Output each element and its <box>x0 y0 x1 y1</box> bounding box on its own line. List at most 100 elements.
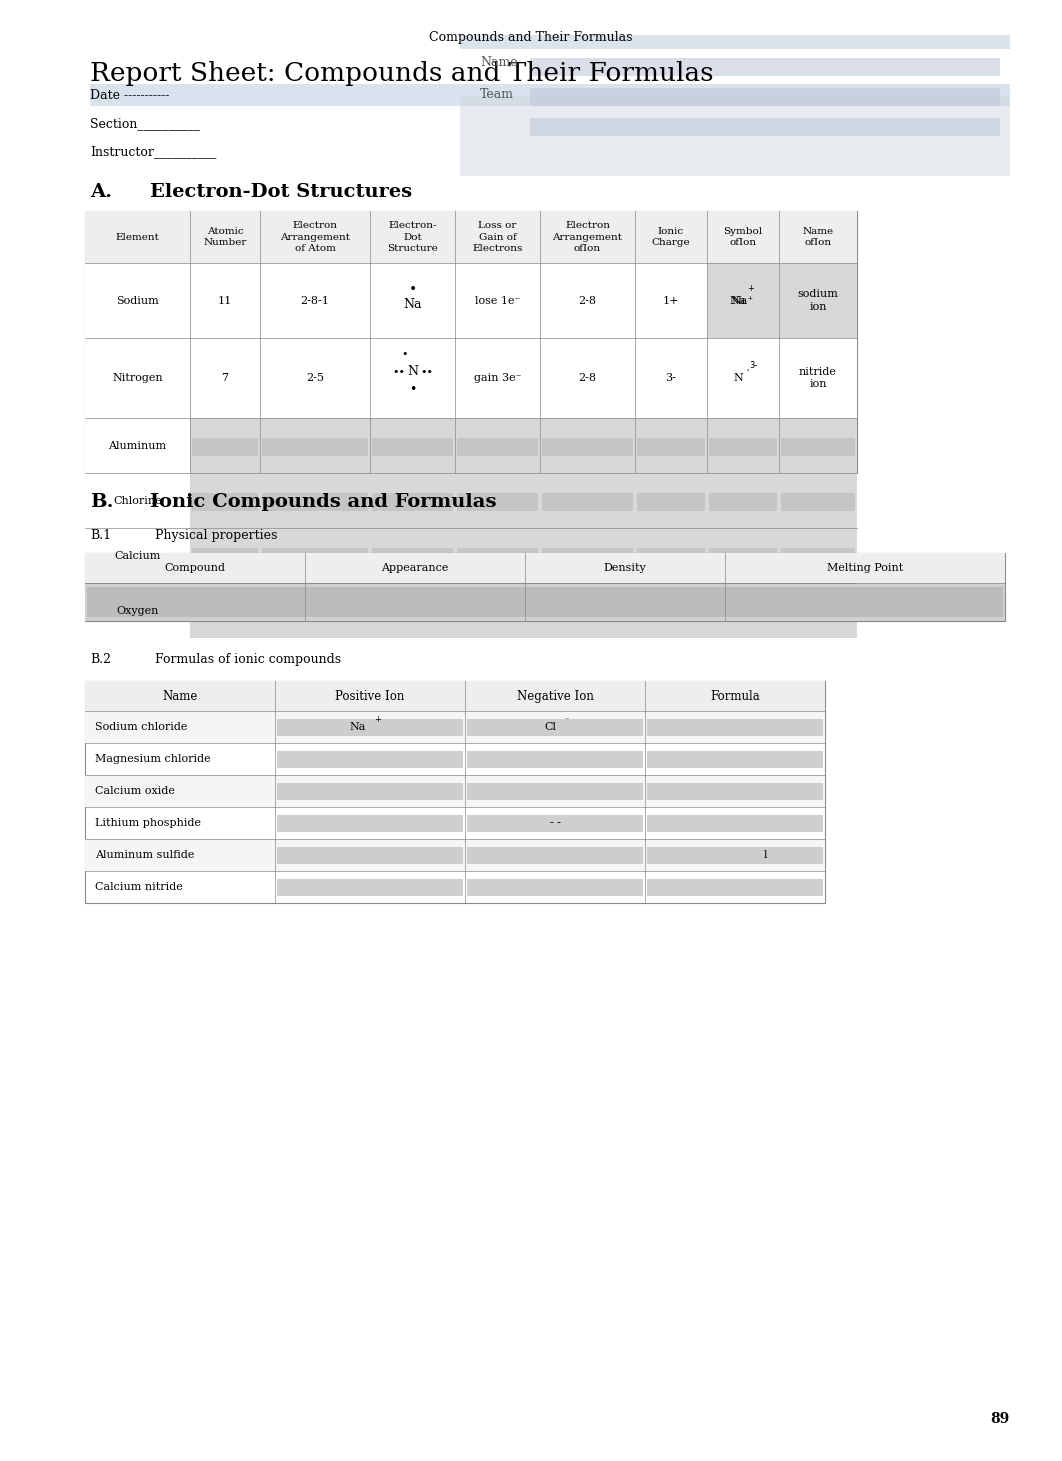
Bar <box>539 473 635 527</box>
Bar <box>262 602 369 621</box>
Bar <box>781 437 855 456</box>
Bar <box>372 602 453 621</box>
Bar <box>370 337 455 418</box>
Bar <box>647 783 823 801</box>
Bar <box>190 473 260 527</box>
Bar <box>780 418 857 473</box>
Bar <box>262 548 369 565</box>
Bar <box>277 751 463 768</box>
Bar <box>455 263 539 337</box>
Text: Nitrogen: Nitrogen <box>113 373 162 383</box>
Text: Formula: Formula <box>710 690 760 703</box>
Text: ••: •• <box>392 367 405 377</box>
Text: N: N <box>407 365 418 378</box>
Text: •: • <box>401 349 408 358</box>
Bar <box>635 418 707 473</box>
Bar <box>457 492 538 510</box>
Text: Sodium chloride: Sodium chloride <box>95 722 187 732</box>
Bar <box>277 783 463 801</box>
Bar <box>637 602 705 621</box>
Text: ': ' <box>746 368 748 377</box>
Text: 1+: 1+ <box>663 295 680 305</box>
Bar <box>707 527 780 583</box>
Bar <box>467 815 643 831</box>
Bar <box>530 118 1000 136</box>
Bar <box>542 492 633 510</box>
Bar <box>85 712 825 744</box>
Text: Symbol
ofIon: Symbol ofIon <box>723 226 763 247</box>
Text: B.1: B.1 <box>90 529 112 542</box>
Text: Oxygen: Oxygen <box>117 605 158 615</box>
Text: Calcium: Calcium <box>115 551 160 561</box>
Bar <box>635 473 707 527</box>
Bar <box>277 719 463 736</box>
Bar <box>85 583 1005 621</box>
Bar <box>709 548 777 565</box>
Bar <box>85 418 190 473</box>
Text: 3-: 3- <box>666 373 676 383</box>
Text: Lithium phosphide: Lithium phosphide <box>95 818 201 828</box>
Bar <box>370 473 455 527</box>
Bar <box>707 418 780 473</box>
Text: Team: Team <box>480 88 514 101</box>
Bar <box>635 527 707 583</box>
Bar <box>190 527 260 583</box>
Text: Formulas of ionic compounds: Formulas of ionic compounds <box>155 653 341 666</box>
Bar <box>277 847 463 863</box>
Bar <box>85 527 190 583</box>
Bar <box>457 602 538 621</box>
Text: Aluminum: Aluminum <box>108 441 167 450</box>
Bar <box>780 473 857 527</box>
Bar <box>457 548 538 565</box>
Bar <box>539 263 635 337</box>
Bar <box>262 437 369 456</box>
Text: Element: Element <box>116 232 159 241</box>
Text: Electron-
Dot
Structure: Electron- Dot Structure <box>388 222 438 253</box>
Text: Appearance: Appearance <box>381 562 448 573</box>
Bar <box>85 337 190 418</box>
Text: Ionic
Charge: Ionic Charge <box>652 226 690 247</box>
Text: Na: Na <box>404 298 422 311</box>
Text: 2-8: 2-8 <box>579 373 597 383</box>
Text: Sodium: Sodium <box>116 295 159 305</box>
Bar <box>637 437 705 456</box>
Bar <box>460 96 1010 175</box>
Bar <box>781 492 855 510</box>
Bar <box>457 437 538 456</box>
Text: - -: - - <box>549 818 561 828</box>
Text: B.2: B.2 <box>90 653 112 666</box>
Text: 11: 11 <box>218 295 233 305</box>
Bar <box>707 583 780 638</box>
Bar <box>260 583 370 638</box>
Bar <box>90 83 1010 107</box>
Bar <box>85 263 190 337</box>
Bar <box>467 880 643 896</box>
Text: Report Sheet: Compounds and Their Formulas: Report Sheet: Compounds and Their Formul… <box>90 61 714 86</box>
Bar <box>455 583 539 638</box>
Text: Electron-Dot Structures: Electron-Dot Structures <box>150 183 412 202</box>
Bar <box>647 719 823 736</box>
Text: sodium
ion: sodium ion <box>798 289 838 311</box>
Bar <box>85 554 1005 621</box>
Bar <box>190 418 260 473</box>
Bar <box>780 263 857 337</box>
Bar <box>647 751 823 768</box>
Text: 89: 89 <box>991 1411 1010 1426</box>
Bar <box>780 527 857 583</box>
Bar <box>262 492 369 510</box>
Bar <box>635 263 707 337</box>
Text: Compounds and Their Formulas: Compounds and Their Formulas <box>429 31 633 44</box>
Bar <box>530 88 1000 107</box>
Text: B.: B. <box>90 492 114 511</box>
Bar <box>637 548 705 565</box>
Bar <box>455 527 539 583</box>
Text: Na: Na <box>730 295 747 305</box>
Bar <box>542 602 633 621</box>
Bar <box>455 473 539 527</box>
Bar <box>467 847 643 863</box>
Text: +: + <box>748 283 754 294</box>
Bar <box>637 492 705 510</box>
Text: •: • <box>409 282 416 297</box>
Bar <box>370 263 455 337</box>
Bar <box>260 337 370 418</box>
